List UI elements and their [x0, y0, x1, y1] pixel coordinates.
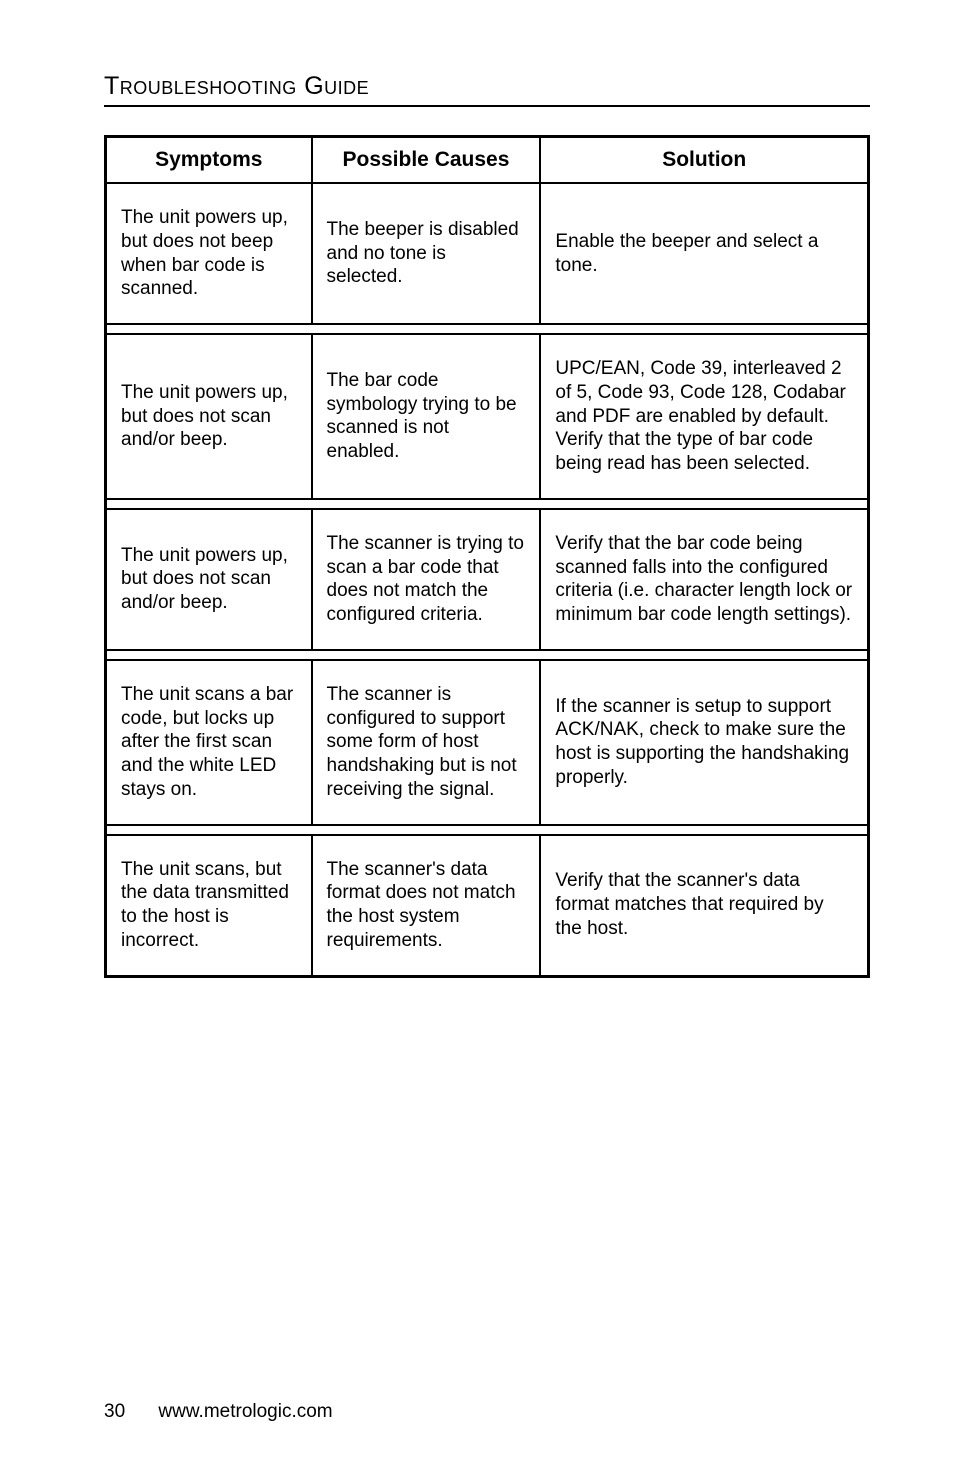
header-solution: Solution	[540, 137, 868, 184]
cell-cause: The scanner is configured to support som…	[312, 660, 541, 825]
cell-solution: UPC/EAN, Code 39, interleaved 2 of 5, Co…	[540, 334, 868, 499]
cell-symptom: The unit powers up, but does not scan an…	[106, 509, 312, 650]
cell-solution: If the scanner is setup to support ACK/N…	[540, 660, 868, 825]
cell-symptom: The unit powers up, but does not scan an…	[106, 334, 312, 499]
table-row: The unit powers up, but does not scan an…	[106, 334, 869, 499]
row-separator	[106, 324, 869, 334]
footer-url: www.metrologic.com	[158, 1401, 332, 1422]
cell-symptom: The unit powers up, but does not beep wh…	[106, 183, 312, 324]
row-separator	[106, 499, 869, 509]
page-title: Troubleshooting Guide	[104, 72, 870, 107]
header-causes: Possible Causes	[312, 137, 541, 184]
cell-cause: The scanner's data format does not match…	[312, 835, 541, 977]
cell-solution: Verify that the bar code being scanned f…	[540, 509, 868, 650]
header-symptoms: Symptoms	[106, 137, 312, 184]
row-separator	[106, 650, 869, 660]
table-row: The unit scans, but the data transmitted…	[106, 835, 869, 977]
table-header-row: Symptoms Possible Causes Solution	[106, 137, 869, 184]
cell-solution: Verify that the scanner's data format ma…	[540, 835, 868, 977]
cell-cause: The bar code symbology trying to be scan…	[312, 334, 541, 499]
row-separator	[106, 825, 869, 835]
cell-cause: The scanner is trying to scan a bar code…	[312, 509, 541, 650]
table-row: The unit powers up, but does not beep wh…	[106, 183, 869, 324]
table-row: The unit powers up, but does not scan an…	[106, 509, 869, 650]
cell-symptom: The unit scans, but the data transmitted…	[106, 835, 312, 977]
troubleshooting-table: Symptoms Possible Causes Solution The un…	[104, 135, 870, 978]
page-number: 30	[104, 1401, 125, 1422]
cell-symptom: The unit scans a bar code, but locks up …	[106, 660, 312, 825]
cell-solution: Enable the beeper and select a tone.	[540, 183, 868, 324]
page-footer: 30 www.metrologic.com	[104, 1401, 333, 1423]
cell-cause: The beeper is disabled and no tone is se…	[312, 183, 541, 324]
table-row: The unit scans a bar code, but locks up …	[106, 660, 869, 825]
